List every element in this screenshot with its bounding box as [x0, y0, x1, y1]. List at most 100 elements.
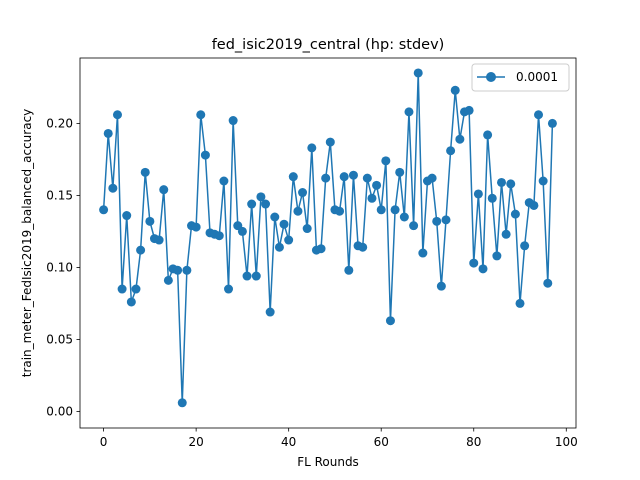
data-point [344, 265, 354, 275]
data-point [159, 185, 169, 195]
y-tick-label: 0.10 [46, 260, 73, 274]
y-tick-label: 0.05 [46, 332, 73, 346]
data-point [362, 173, 372, 183]
data-point [515, 298, 525, 308]
data-point [219, 176, 229, 186]
data-point [538, 176, 548, 186]
data-point [237, 226, 247, 236]
data-point [196, 110, 206, 120]
data-point [288, 172, 298, 182]
data-point [372, 180, 382, 190]
y-axis-label: train_meter_FedIsic2019_balanced_accurac… [20, 109, 34, 378]
data-point [173, 265, 183, 275]
x-tick-label: 60 [374, 435, 389, 449]
data-point [191, 222, 201, 232]
data-point [395, 167, 405, 177]
data-point [455, 134, 465, 144]
data-point [321, 173, 331, 183]
data-point [404, 107, 414, 117]
data-point [529, 200, 539, 210]
data-point [520, 241, 530, 251]
legend-label: 0.0001 [516, 70, 558, 84]
x-tick-label: 0 [100, 435, 108, 449]
data-point [122, 211, 132, 221]
data-point [413, 68, 423, 78]
data-point [473, 189, 483, 199]
y-tick-label: 0.20 [46, 116, 73, 130]
data-point [163, 275, 173, 285]
data-point [298, 188, 308, 198]
data-point [335, 206, 345, 216]
data-point [501, 229, 511, 239]
data-point [367, 193, 377, 203]
data-point [339, 172, 349, 182]
data-point [228, 116, 238, 126]
data-point [251, 271, 261, 281]
data-point [131, 284, 141, 294]
data-point [108, 183, 118, 193]
data-point [534, 110, 544, 120]
plot-area [80, 58, 576, 428]
data-point [399, 212, 409, 222]
data-point [200, 150, 210, 160]
data-point [543, 278, 553, 288]
axes-frame [79, 57, 577, 429]
data-point [547, 118, 557, 128]
data-point [302, 224, 312, 234]
x-tick-label: 100 [555, 435, 578, 449]
data-point [483, 130, 493, 140]
data-point [99, 205, 109, 215]
data-point [284, 235, 294, 245]
data-point [492, 251, 502, 261]
data-point [316, 244, 326, 254]
data-point [446, 146, 456, 156]
data-point [103, 128, 113, 138]
data-point [182, 265, 192, 275]
data-point [497, 177, 507, 187]
data-point [478, 264, 488, 274]
data-point [325, 137, 335, 147]
x-tick-label: 20 [188, 435, 203, 449]
data-point [376, 205, 386, 215]
data-point [261, 199, 271, 209]
data-point [214, 231, 224, 241]
series-line [102, 72, 554, 403]
legend-frame [471, 63, 570, 92]
data-point [242, 271, 252, 281]
legend-marker [486, 72, 496, 82]
data-point [409, 221, 419, 231]
y-tick-label: 0.00 [46, 404, 73, 418]
data-point [247, 199, 257, 209]
data-point [348, 170, 358, 180]
data-point [136, 245, 146, 255]
data-point [358, 242, 368, 252]
data-point [154, 235, 164, 245]
data-point [385, 316, 395, 326]
data-point [256, 192, 266, 202]
x-axis-label: FL Rounds [297, 455, 359, 469]
axes-layer: 0 20 40 60 80 100 0.00 0.05 0.10 0.15 0.20 [46, 57, 578, 449]
data-point [112, 110, 122, 120]
data-point [441, 215, 451, 225]
x-tick-label: 80 [466, 435, 481, 449]
data-point [510, 209, 520, 219]
x-tick-label: 40 [281, 435, 296, 449]
data-point [436, 281, 446, 291]
data-point [270, 212, 280, 222]
data-point [177, 398, 187, 408]
data-point [126, 297, 136, 307]
legend: 0.0001 [471, 63, 570, 92]
data-point [487, 193, 497, 203]
data-point [274, 242, 284, 252]
data-point [464, 105, 474, 115]
data-point [279, 219, 289, 229]
data-point [307, 143, 317, 153]
data-point [145, 216, 155, 226]
series-layer [99, 68, 557, 408]
data-point [427, 173, 437, 183]
chart-title: fed_isic2019_central (hp: stdev) [212, 37, 445, 53]
data-point [506, 179, 516, 189]
data-point [390, 205, 400, 215]
data-point [140, 167, 150, 177]
